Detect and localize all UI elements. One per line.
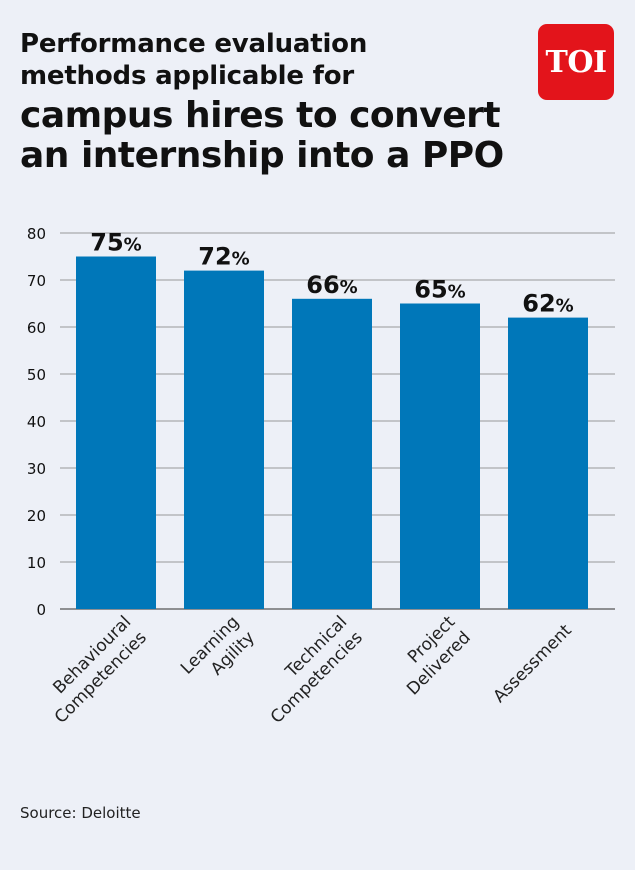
y-tick-label: 20 <box>27 507 46 525</box>
chart-title: Performance evaluation methods applicabl… <box>20 28 540 176</box>
bar <box>76 256 156 609</box>
title-line-light: Performance evaluation methods applicabl… <box>20 29 368 91</box>
source-note: Source: Deloitte <box>20 804 141 822</box>
x-tick-label: TechnicalCompetencies <box>251 612 367 728</box>
y-tick-label: 60 <box>27 319 46 337</box>
x-tick-label: Assessment <box>490 620 576 706</box>
x-tick-label: BehaviouralCompetencies <box>35 612 151 728</box>
data-label: 75% <box>90 229 141 257</box>
data-label: 72% <box>198 243 249 271</box>
y-tick-label: 50 <box>27 366 46 384</box>
y-tick-label: 70 <box>27 272 46 290</box>
y-tick-label: 80 <box>27 225 46 243</box>
y-tick-label: 40 <box>27 413 46 431</box>
y-tick-label: 30 <box>27 460 46 478</box>
x-tick-label: ProjectDelivered <box>388 612 475 699</box>
y-tick-label: 0 <box>36 601 46 619</box>
y-tick-label: 10 <box>27 554 46 572</box>
data-label: 62% <box>522 290 573 318</box>
toi-logo-text: TOI <box>545 44 608 80</box>
bar-chart: 0 10 20 30 40 50 60 70 80 75% BehaviouralCompetenc… <box>27 225 615 728</box>
title-line-bold: campus hires to convert an internship in… <box>20 95 504 176</box>
bar <box>184 270 264 609</box>
data-label: 65% <box>414 276 465 304</box>
bar <box>508 317 588 609</box>
toi-logo: TOI <box>538 24 614 100</box>
bar <box>400 303 480 609</box>
data-label: 66% <box>306 271 357 299</box>
x-tick-label: LearningAgility <box>177 612 259 694</box>
bar <box>292 298 372 609</box>
